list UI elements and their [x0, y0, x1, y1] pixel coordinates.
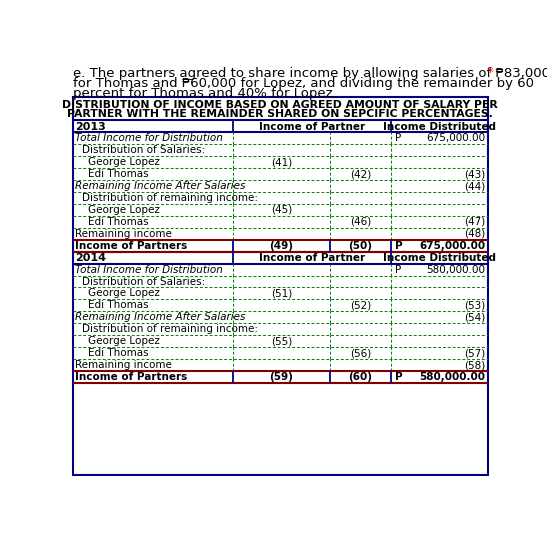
Text: Income of Partners: Income of Partners: [75, 372, 188, 382]
Text: Edi Thomas: Edi Thomas: [88, 169, 148, 179]
Text: (45): (45): [271, 205, 292, 215]
Text: Distribution of Salaries:: Distribution of Salaries:: [82, 277, 205, 287]
Text: (49): (49): [270, 241, 294, 251]
Text: George Lopez: George Lopez: [88, 205, 160, 215]
Text: Remaining income: Remaining income: [75, 360, 172, 370]
Text: Edi Thomas: Edi Thomas: [88, 217, 148, 227]
Text: P: P: [394, 133, 401, 143]
Text: percent for Thomas and 40% for Lopez.: percent for Thomas and 40% for Lopez.: [73, 87, 337, 100]
Text: (57): (57): [464, 348, 485, 358]
Text: (53): (53): [464, 300, 485, 310]
Text: 675,000.00: 675,000.00: [426, 133, 485, 143]
Text: (54): (54): [464, 312, 485, 322]
Text: 675,000.00: 675,000.00: [419, 241, 485, 251]
Text: Income of Partners: Income of Partners: [75, 241, 188, 251]
Text: (44): (44): [464, 181, 485, 191]
Text: 2013: 2013: [75, 122, 106, 132]
Text: for Thomas and ₱60,000 for Lopez, and dividing the remainder by 60: for Thomas and ₱60,000 for Lopez, and di…: [73, 77, 534, 89]
Text: Remaining Income After Salaries: Remaining Income After Salaries: [75, 181, 246, 191]
Text: e. The partners agreed to share income by allowing salaries of ₱83,000: e. The partners agreed to share income b…: [73, 66, 547, 80]
Text: George Lopez: George Lopez: [88, 336, 160, 346]
Text: Income Distributed: Income Distributed: [383, 122, 496, 132]
Text: (60): (60): [348, 372, 373, 382]
Text: Distribution of Salaries:: Distribution of Salaries:: [82, 145, 205, 155]
Text: George Lopez: George Lopez: [88, 288, 160, 299]
Text: (56): (56): [350, 348, 371, 358]
Text: Remaining Income After Salaries: Remaining Income After Salaries: [75, 312, 246, 322]
Text: 580,000.00: 580,000.00: [420, 372, 485, 382]
Text: (43): (43): [464, 169, 485, 179]
Text: PARTNER WITH THE REMAINDER SHARED ON SEPCIFIC PERCENTAGES.: PARTNER WITH THE REMAINDER SHARED ON SEP…: [67, 109, 493, 119]
Text: (52): (52): [350, 300, 371, 310]
Text: *: *: [487, 66, 493, 79]
Text: P: P: [394, 372, 402, 382]
Text: P: P: [394, 241, 402, 251]
Text: (48): (48): [464, 229, 485, 239]
Text: DISTRIBUTION OF INCOME BASED ON AGREED AMOUNT OF SALARY PER: DISTRIBUTION OF INCOME BASED ON AGREED A…: [62, 101, 498, 110]
Text: Distribution of remaining income:: Distribution of remaining income:: [82, 193, 258, 203]
Text: (51): (51): [271, 288, 292, 299]
Text: (42): (42): [350, 169, 371, 179]
Text: Total Income for Distribution: Total Income for Distribution: [75, 133, 223, 143]
Text: (41): (41): [271, 157, 292, 167]
Text: Income of Partner: Income of Partner: [259, 253, 365, 263]
Text: Income of Partner: Income of Partner: [259, 122, 365, 132]
Text: (55): (55): [271, 336, 292, 346]
Text: George Lopez: George Lopez: [88, 157, 160, 167]
Text: Income Distributed: Income Distributed: [383, 253, 496, 263]
Text: Total Income for Distribution: Total Income for Distribution: [75, 265, 223, 274]
Text: P: P: [394, 265, 401, 274]
Text: (47): (47): [464, 217, 485, 227]
Text: (58): (58): [464, 360, 485, 370]
Text: (46): (46): [350, 217, 371, 227]
Text: 580,000.00: 580,000.00: [426, 265, 485, 274]
Text: Distribution of remaining income:: Distribution of remaining income:: [82, 324, 258, 334]
Text: 2014: 2014: [75, 253, 106, 263]
Text: (59): (59): [270, 372, 293, 382]
Text: (50): (50): [348, 241, 373, 251]
Text: Remaining income: Remaining income: [75, 229, 172, 239]
Text: Edi Thomas: Edi Thomas: [88, 348, 148, 358]
Text: Edi Thomas: Edi Thomas: [88, 300, 148, 310]
